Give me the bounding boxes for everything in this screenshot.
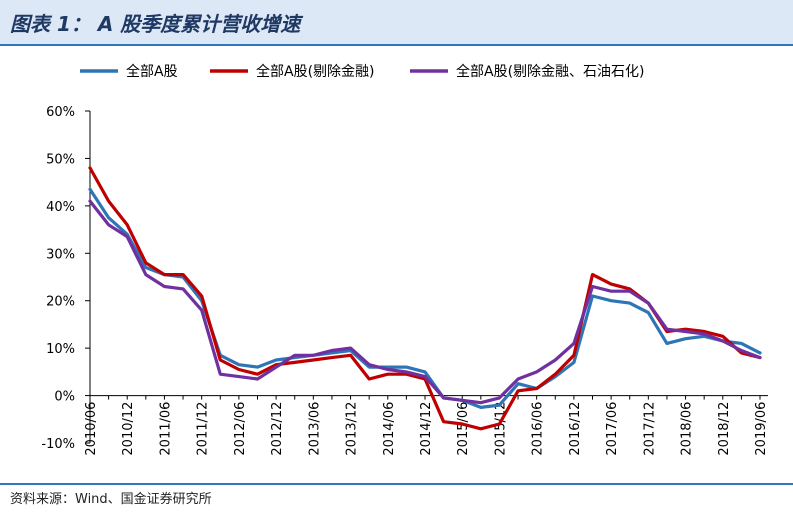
y-tick-label: 30% [46,247,75,262]
x-tick-label: 2013/06 [307,402,322,456]
x-tick-label: 2013/12 [345,402,360,456]
x-tick-label: 2012/06 [233,402,248,456]
x-tick-label: 2011/12 [196,402,211,456]
x-tick-label: 2018/12 [717,402,732,456]
legend-label: 全部A股(剔除金融、石油石化) [456,63,645,80]
x-tick-label: 2016/06 [531,402,546,456]
legend-label: 全部A股 [126,63,178,80]
bottom-rule [0,483,793,485]
x-tick-label: 2017/06 [605,402,620,456]
x-tick-label: 2015/06 [456,402,471,456]
title-bar [0,0,793,44]
x-tick-label: 2019/06 [754,402,769,456]
series-group [88,166,762,431]
x-tick-label: 2014/12 [419,402,434,456]
top-rule [0,44,793,46]
x-tick-label: 2014/06 [382,402,397,456]
legend: 全部A股 全部A股(剔除金融) 全部A股(剔除金融、石油石化) [80,63,645,80]
x-tick-label: 2010/06 [84,402,99,456]
source-note: 资料来源：Wind、国金证券研究所 [10,492,212,507]
axes: 60% 50% 40% 30% 20% 10% 0% -10% 2010/06 2010/12 20… [41,105,769,456]
y-tick-label: -10% [41,437,75,452]
x-tick-label: 2010/12 [121,402,136,456]
x-tick-label: 2016/12 [568,402,583,456]
y-tick-label: 50% [46,152,75,167]
y-tick-label: 0% [54,390,75,405]
x-tick-label: 2012/12 [270,402,285,456]
y-tick-label: 20% [46,295,75,310]
legend-label: 全部A股(剔除金融) [256,63,375,80]
y-tick-label: 10% [46,342,75,357]
x-tick-label: 2011/06 [158,402,173,456]
y-tick-label: 60% [46,105,75,120]
line-chart: 全部A股 全部A股(剔除金融) 全部A股(剔除金融、石油石化) 60% 50% 40% 3… [41,63,769,456]
y-tick-label: 40% [46,200,75,215]
x-tick-label: 2017/12 [642,402,657,456]
chart-title: 图表 1： A 股季度累计营收增速 [10,12,301,36]
series-line-3 [88,199,762,405]
x-tick-label: 2018/06 [680,402,695,456]
